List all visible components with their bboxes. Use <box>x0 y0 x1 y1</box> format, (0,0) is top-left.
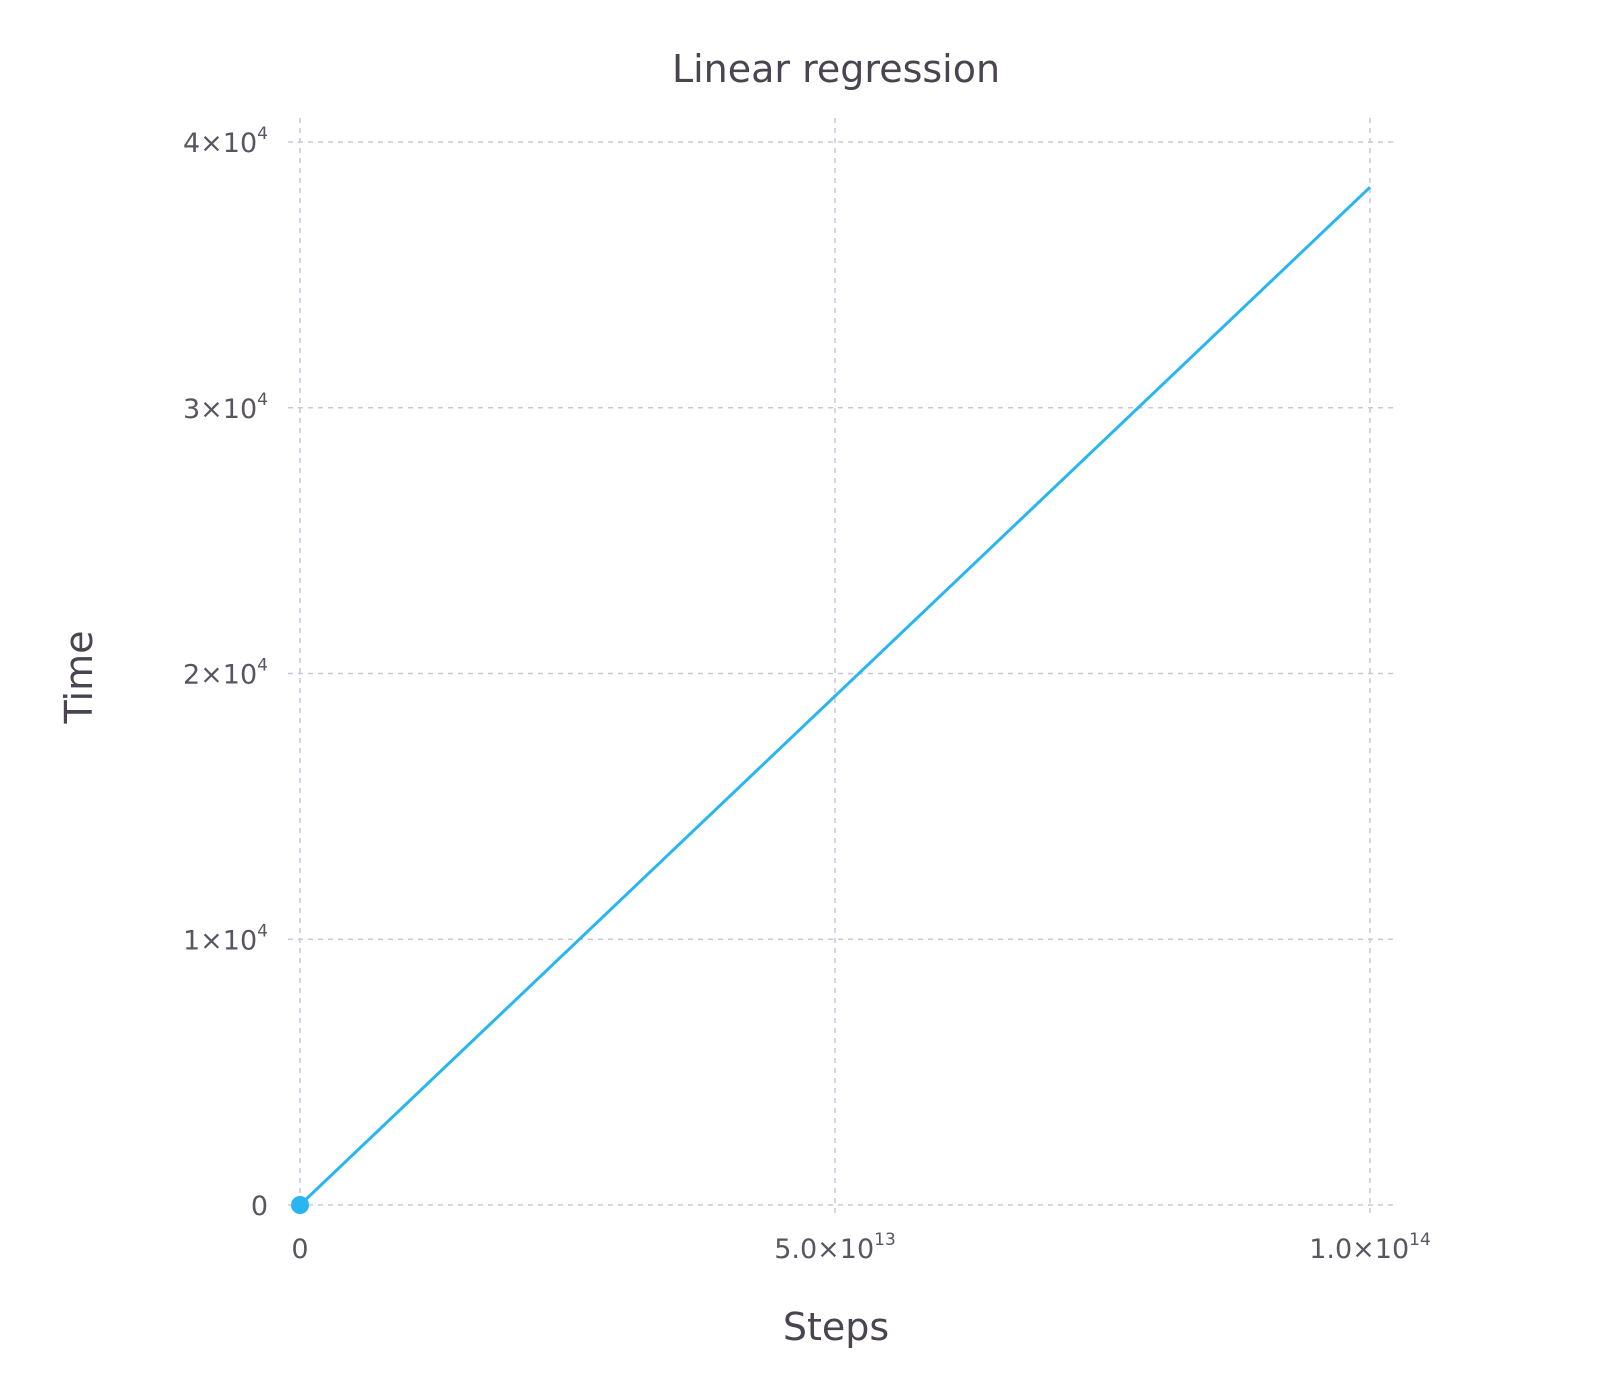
y-tick-label: 2×104 <box>183 656 268 691</box>
plot-area <box>291 186 1372 1214</box>
x-axis-label: Steps <box>783 1305 889 1349</box>
y-axis-ticks: 0 1×104 2×104 3×104 4×104 <box>183 124 268 1222</box>
y-axis-label: Time <box>57 631 101 725</box>
x-tick-label: 1.0×1014 <box>1309 1230 1431 1265</box>
regression-line <box>298 186 1372 1207</box>
x-tick-label: 0 <box>291 1234 308 1265</box>
chart-title: Linear regression <box>672 47 1000 91</box>
x-tick-label: 5.0×1013 <box>774 1230 896 1265</box>
y-tick-label: 3×104 <box>183 390 268 425</box>
x-axis-ticks: 0 5.0×1013 1.0×1014 <box>291 1230 1430 1265</box>
y-tick-label: 4×104 <box>183 124 268 159</box>
y-tick-label: 0 <box>251 1191 268 1222</box>
grid <box>288 118 1394 1218</box>
data-point <box>291 1196 309 1214</box>
y-tick-label: 1×104 <box>183 921 268 956</box>
